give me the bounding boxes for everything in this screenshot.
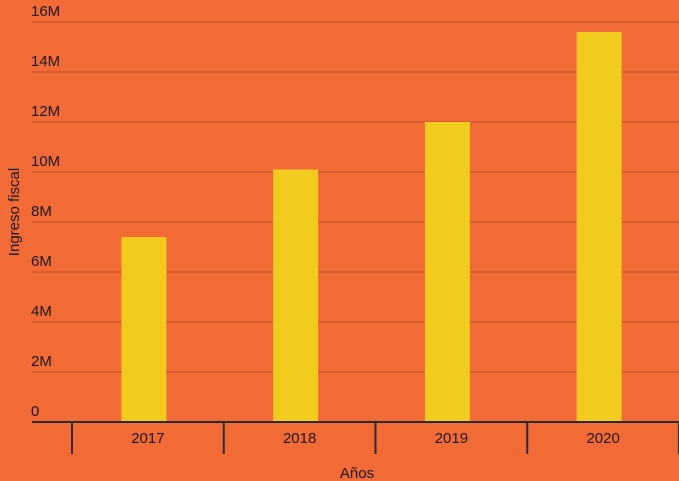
bars	[121, 32, 622, 422]
y-axis-tick-labels: 0 2M 4M 6M 8M 10M 12M 14M 16M	[31, 3, 60, 420]
y-tick-label: 16M	[31, 3, 60, 20]
bar-2019	[424, 122, 470, 422]
x-axis-title: Años	[340, 465, 374, 481]
y-tick-label: 14M	[31, 53, 60, 70]
bar-2020	[576, 32, 622, 422]
bar-2018	[273, 169, 319, 422]
y-tick-label: 0	[31, 403, 39, 420]
y-tick-label: 12M	[31, 103, 60, 120]
y-tick-label: 10M	[31, 153, 60, 170]
x-tick-label: 2020	[586, 430, 619, 447]
y-tick-label: 4M	[31, 303, 52, 320]
bar-2017	[121, 237, 167, 422]
y-tick-label: 8M	[31, 203, 52, 220]
x-axis: 2017 2018 2019 2020	[32, 421, 679, 454]
y-axis-title: Ingreso fiscal	[6, 168, 23, 256]
y-tick-label: 2M	[31, 353, 52, 370]
x-tick-label: 2018	[283, 430, 316, 447]
x-tick-label: 2019	[435, 430, 468, 447]
y-tick-label: 6M	[31, 253, 52, 270]
x-tick-label: 2017	[131, 430, 164, 447]
